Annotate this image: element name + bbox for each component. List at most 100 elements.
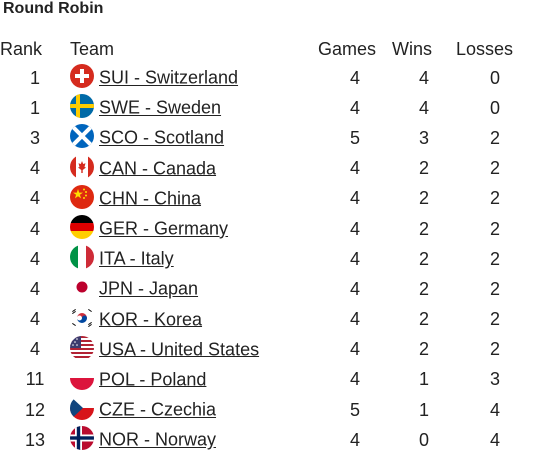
wins-cell: 4 xyxy=(418,97,429,118)
team-cell: CHN - China xyxy=(70,184,318,214)
rank-cell: 11 xyxy=(25,369,45,390)
team-cell: SCO - Scotland xyxy=(70,123,318,153)
rank-cell: 4 xyxy=(29,309,40,330)
team-cell: SWE - Sweden xyxy=(70,93,318,123)
czechia-flag-icon xyxy=(70,396,94,421)
games-cell: 4 xyxy=(349,188,360,209)
team-link[interactable]: USA - United States xyxy=(99,339,260,360)
team-cell: ITA - Italy xyxy=(70,244,318,274)
scotland-flag-icon xyxy=(70,124,94,149)
losses-cell: 2 xyxy=(489,127,500,148)
games-cell: 4 xyxy=(349,97,360,118)
switzerland-flag-icon xyxy=(70,64,94,89)
wins-cell: 0 xyxy=(418,429,429,450)
rank-cell: 1 xyxy=(29,67,40,88)
wins-cell: 2 xyxy=(418,188,429,209)
team-link[interactable]: CZE - Czechia xyxy=(99,399,217,420)
table-row: 4 GER - Germany 4 2 2 xyxy=(0,214,534,244)
team-cell: POL - Poland xyxy=(70,365,318,395)
norway-flag-icon xyxy=(70,426,94,451)
rank-cell: 4 xyxy=(29,339,40,360)
team-cell: GER - Germany xyxy=(70,214,318,244)
games-cell: 4 xyxy=(349,339,360,360)
china-flag-icon xyxy=(70,184,94,209)
games-cell: 4 xyxy=(349,278,360,299)
wins-cell: 2 xyxy=(418,218,429,239)
losses-cell: 2 xyxy=(489,309,500,330)
wins-cell: 3 xyxy=(418,127,429,148)
team-link[interactable]: SWE - Sweden xyxy=(99,97,222,118)
usa-flag-icon xyxy=(70,335,94,360)
table-row: 12 CZE - Czechia 5 1 4 xyxy=(0,395,534,425)
games-cell: 4 xyxy=(349,309,360,330)
team-link[interactable]: SUI - Switzerland xyxy=(99,67,239,88)
losses-cell: 4 xyxy=(489,399,500,420)
wins-cell: 2 xyxy=(418,309,429,330)
losses-cell: 2 xyxy=(489,248,500,269)
games-cell: 5 xyxy=(349,127,360,148)
table-row: 4 CAN - Canada 4 2 2 xyxy=(0,154,534,184)
team-link[interactable]: GER - Germany xyxy=(99,218,229,239)
games-cell: 4 xyxy=(349,248,360,269)
header-row: Rank Team Games Wins Losses xyxy=(0,35,534,63)
rank-cell: 12 xyxy=(24,399,46,420)
team-link[interactable]: CHN - China xyxy=(99,188,202,209)
losses-cell: 3 xyxy=(489,369,500,390)
games-cell: 4 xyxy=(349,158,360,179)
table-row: 4 ITA - Italy 4 2 2 xyxy=(0,244,534,274)
losses-cell: 2 xyxy=(489,278,500,299)
games-cell: 4 xyxy=(349,67,360,88)
rank-cell: 4 xyxy=(29,278,40,299)
team-link[interactable]: ITA - Italy xyxy=(99,248,174,269)
team-cell: SUI - Switzerland xyxy=(70,63,318,93)
team-header: Team xyxy=(70,38,115,59)
table-row: 13 NOR - Norway 4 0 4 xyxy=(0,425,534,455)
sweden-flag-icon xyxy=(70,94,94,119)
rank-cell: 13 xyxy=(24,429,46,450)
team-link[interactable]: CAN - Canada xyxy=(99,158,217,179)
games-header: Games xyxy=(318,38,377,59)
rank-cell: 1 xyxy=(29,97,40,118)
wins-cell: 2 xyxy=(418,248,429,269)
games-cell: 4 xyxy=(349,429,360,450)
team-cell: JPN - Japan xyxy=(70,274,318,304)
team-link[interactable]: POL - Poland xyxy=(99,369,207,390)
rank-header: Rank xyxy=(0,38,43,59)
rank-cell: 4 xyxy=(29,158,40,179)
table-row: 1 SUI - Switzerland 4 4 0 xyxy=(0,63,534,93)
japan-flag-icon xyxy=(70,275,94,300)
wins-cell: 1 xyxy=(418,399,429,420)
table-row: 4 USA - United States 4 2 2 xyxy=(0,335,534,365)
italy-flag-icon xyxy=(70,245,94,270)
team-link[interactable]: NOR - Norway xyxy=(99,429,217,450)
table-row: 4 JPN - Japan 4 2 2 xyxy=(0,274,534,304)
wins-cell: 4 xyxy=(418,67,429,88)
team-link[interactable]: JPN - Japan xyxy=(99,278,199,299)
korea-flag-icon xyxy=(70,305,94,330)
losses-cell: 2 xyxy=(489,158,500,179)
losses-cell: 4 xyxy=(489,429,500,450)
team-link[interactable]: SCO - Scotland xyxy=(99,127,225,148)
team-cell: CAN - Canada xyxy=(70,154,318,184)
losses-cell: 0 xyxy=(489,97,500,118)
wins-cell: 2 xyxy=(418,278,429,299)
team-cell: NOR - Norway xyxy=(70,425,318,455)
team-cell: CZE - Czechia xyxy=(70,395,318,425)
games-cell: 4 xyxy=(349,218,360,239)
team-cell: KOR - Korea xyxy=(70,305,318,335)
team-link[interactable]: KOR - Korea xyxy=(99,309,203,330)
losses-cell: 2 xyxy=(489,339,500,360)
wins-cell: 1 xyxy=(418,369,429,390)
poland-flag-icon xyxy=(70,365,94,390)
games-cell: 5 xyxy=(349,399,360,420)
table-row: 11 POL - Poland 4 1 3 xyxy=(0,365,534,395)
table-row: 4 KOR - Korea 4 2 2 xyxy=(0,305,534,335)
losses-cell: 2 xyxy=(489,188,500,209)
germany-flag-icon xyxy=(70,215,94,240)
wins-cell: 2 xyxy=(418,339,429,360)
losses-cell: 2 xyxy=(489,218,500,239)
table-row: 4 CHN - China 4 2 2 xyxy=(0,184,534,214)
losses-header: Losses xyxy=(456,38,514,59)
wins-cell: 2 xyxy=(418,158,429,179)
losses-cell: 0 xyxy=(489,67,500,88)
